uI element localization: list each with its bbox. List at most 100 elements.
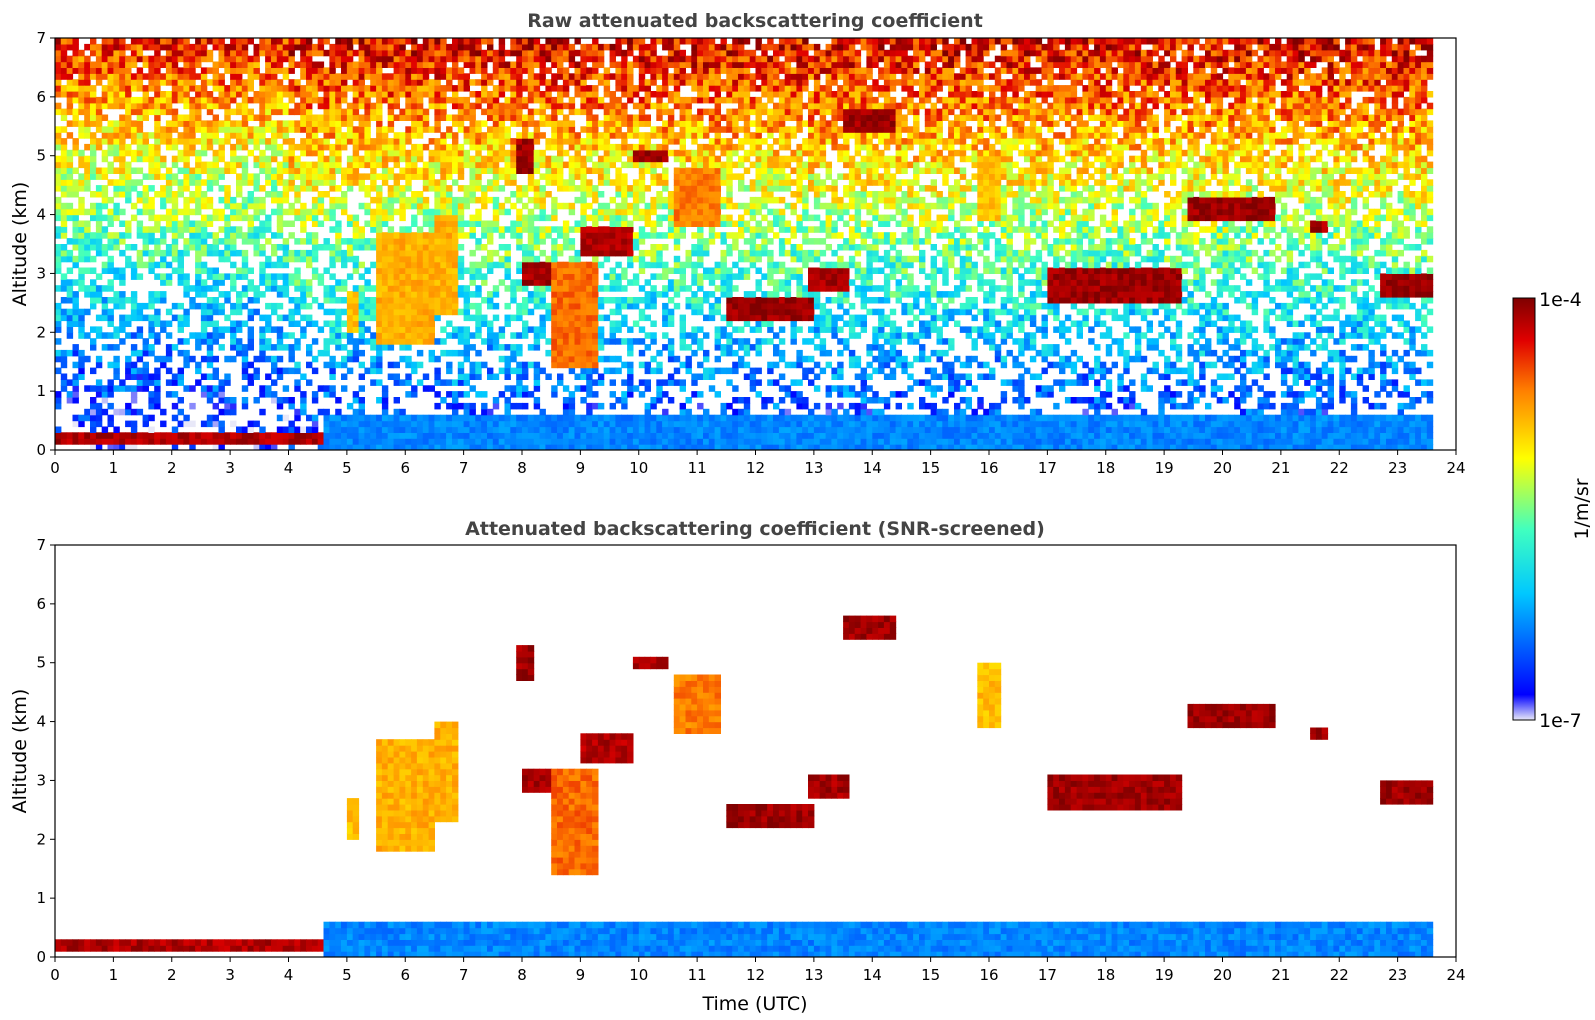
heat-cell [236,155,243,163]
heat-cell [422,432,430,439]
heat-cell [393,55,400,63]
heat-cell [306,432,313,439]
heat-cell [200,149,208,157]
heat-cell [130,185,138,192]
heat-cell [160,261,167,269]
heat-cell [189,85,196,92]
heat-cell [638,114,646,121]
heat-cell [271,43,278,51]
heat-cell [621,397,628,404]
heat-cell [580,432,587,439]
heat-cell [160,355,167,363]
heat-cell [632,179,640,186]
heat-cell [311,138,319,145]
heat-cell [597,244,605,251]
heat-cell [522,202,529,210]
heat-cell [568,408,576,416]
heat-cell [446,438,453,445]
heat-cell [527,308,535,316]
heat-cell [387,244,395,251]
heat-cell [189,49,196,57]
heat-cell [95,220,103,227]
heat-cell [557,226,564,233]
heat-cell [440,108,447,116]
heat-cell [492,302,500,310]
heat-cell [405,391,412,398]
heat-cell [405,291,412,298]
heat-cell [609,61,616,68]
heat-cell [434,179,441,186]
heat-cell [574,249,581,257]
heat-cell [212,179,219,186]
heat-cell [282,344,290,351]
heat-cell [376,367,383,375]
heat-cell [90,385,97,392]
heat-cell [218,73,225,80]
heat-cell [288,202,295,210]
heat-cell [171,43,179,51]
heat-cell [306,149,313,157]
heat-cell [650,161,657,169]
heat-cell [621,143,628,151]
heat-cell [346,320,354,327]
heat-cell [510,49,517,57]
heat-cell [189,126,196,133]
heat-cell [212,155,219,163]
heat-cell [125,43,132,51]
heat-cell [130,420,138,428]
heat-cell [55,138,62,145]
heat-cell [130,38,138,45]
heat-cell [632,238,640,245]
heat-cell [200,261,208,269]
heat-cell [142,244,149,251]
heat-cell [335,397,342,404]
heat-cell [387,308,395,316]
heat-cell [387,326,395,333]
heat-cell [586,238,593,245]
heat-cell [539,173,546,180]
heat-cell [580,267,587,274]
heat-cell [95,249,103,257]
heat-cell [475,367,482,375]
heat-cell [101,191,109,198]
heat-cell [346,444,354,450]
heat-cell [446,367,453,375]
heat-cell [492,132,500,139]
heat-cell [294,279,301,286]
heat-cell [341,55,348,63]
heat-cell [592,426,599,433]
heat-cell [189,73,196,80]
heat-cell [498,43,506,51]
heat-cell [352,114,360,121]
heat-cell [475,214,482,222]
heat-cell [481,202,488,210]
heat-cell [568,143,576,151]
heat-cell [341,385,348,392]
heat-cell [224,214,231,222]
heat-cell [60,379,68,386]
heat-cell [487,344,494,351]
heat-cell [399,196,406,204]
heat-cell [387,196,395,204]
heat-cell [580,438,587,445]
heat-cell [271,244,278,251]
heat-cell [457,161,465,169]
heat-cell [352,349,360,357]
heat-cell [416,126,424,133]
heat-cell [405,244,412,251]
heat-cell [352,391,360,398]
heat-cell [241,91,249,98]
heat-cell [586,143,593,151]
heat-cell [136,367,144,375]
heat-cell [562,344,570,351]
heat-cell [288,108,295,116]
heat-cell [136,208,144,216]
heat-cell [282,208,290,216]
heat-cell [545,138,552,145]
heat-cell [265,143,272,151]
heat-cell [551,420,558,428]
heat-cell [130,267,138,274]
heat-cell [288,149,295,157]
heat-cell [323,426,330,433]
heat-cell [171,438,179,445]
